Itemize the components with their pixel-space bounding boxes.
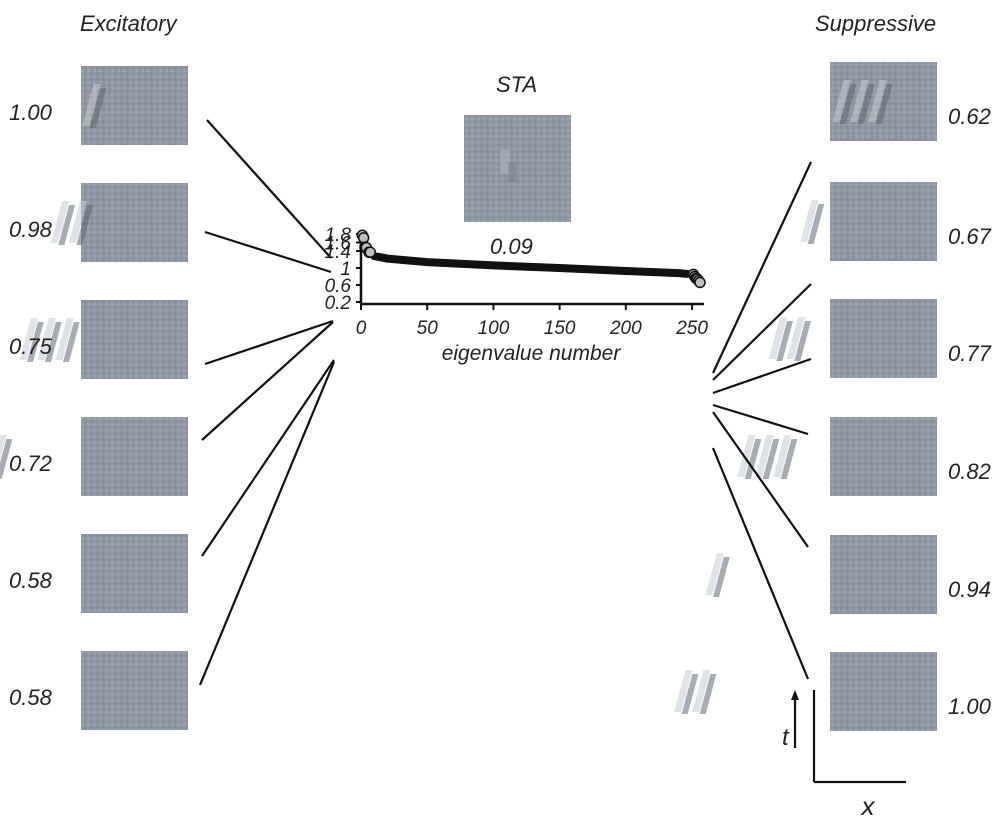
excitatory-value-5: 0.58 — [9, 568, 53, 593]
x-tick-label: 50 — [417, 318, 439, 339]
excitatory-title: Excitatory — [80, 11, 179, 36]
suppressive-connector-1 — [712, 161, 812, 374]
x-axis-label: eigenvalue number — [442, 342, 622, 365]
suppressive-value-4: 0.82 — [948, 459, 991, 484]
y-tick-label: 1.8 — [325, 225, 352, 246]
excitatory-filter-image-2 — [50, 183, 188, 262]
excitatory-value-4: 0.72 — [9, 451, 52, 476]
y-tick-label: 1.6 — [325, 234, 352, 255]
excitatory-connector-1 — [206, 119, 332, 259]
suppressive-filter-image-5 — [705, 535, 937, 614]
space-axis-label: x — [860, 791, 876, 821]
excitatory-connector-6 — [198, 361, 336, 686]
suppressive-value-6: 1.00 — [948, 694, 992, 719]
suppressive-connector-6 — [711, 447, 810, 680]
excitatory-filter-image-3 — [19, 300, 188, 379]
excitatory-value-6: 0.58 — [9, 685, 53, 710]
excitatory-value-1: 1.00 — [9, 100, 53, 125]
eigenvalue-plot: 0.20.611.41.61.8 0 50 100 150 200 250 eigenva… — [325, 225, 709, 365]
suppressive-filter-image-2 — [800, 182, 937, 261]
y-tick-label: 0.6 — [325, 276, 352, 297]
eigenvalue-spectrum — [370, 252, 691, 278]
suppressive-connector-3 — [712, 357, 812, 395]
suppressive-value-2: 0.67 — [948, 224, 992, 249]
excitatory-connector-5 — [201, 359, 335, 557]
suppressive-title: Suppressive — [815, 11, 936, 36]
excitatory-connector-3 — [204, 319, 334, 366]
sta-filter-image — [464, 115, 571, 222]
x-tick-label: 100 — [478, 318, 510, 339]
time-axis-label: t — [782, 724, 790, 751]
excitatory-connector-2 — [204, 230, 332, 274]
eigenvalue-marker-6 — [364, 246, 377, 259]
x-tick-label: 250 — [675, 318, 708, 339]
suppressive-connector-4 — [712, 403, 809, 436]
suppressive-filter-image-4 — [737, 417, 937, 496]
excitatory-value-3: 0.75 — [9, 334, 53, 359]
eigenvalue-marker-12 — [694, 276, 706, 289]
suppressive-connector-2 — [712, 283, 812, 381]
arrow-head-icon — [791, 690, 799, 700]
suppressive-value-3: 0.77 — [948, 341, 992, 366]
x-tick-label: 200 — [609, 318, 642, 339]
suppressive-filter-image-3 — [768, 299, 937, 378]
suppressive-connector-5 — [712, 411, 809, 548]
y-tick-label: 1 — [340, 259, 351, 280]
y-tick-label: 1.4 — [325, 242, 351, 263]
eigenvalue-marker-2 — [357, 232, 370, 244]
excitatory-filter-image-5 — [81, 534, 188, 613]
suppressive-value-5: 0.94 — [948, 577, 991, 602]
sta-title: STA — [496, 72, 537, 97]
sta-value: 0.09 — [490, 234, 533, 259]
y-tick-label: 0.2 — [325, 293, 352, 314]
suppressive-filter-image-6 — [674, 652, 937, 731]
scale-bar — [791, 690, 906, 784]
suppressive-value-1: 0.62 — [948, 104, 991, 129]
excitatory-filter-image-1 — [81, 66, 188, 145]
x-tick-label: 150 — [544, 318, 576, 339]
excitatory-value-2: 0.98 — [9, 217, 53, 242]
suppressive-filter-image-1 — [830, 62, 937, 141]
excitatory-filter-image-4 — [0, 417, 188, 496]
excitatory-filter-image-6 — [81, 651, 188, 730]
x-tick-label: 0 — [356, 318, 367, 339]
excitatory-connector-4 — [201, 321, 334, 441]
